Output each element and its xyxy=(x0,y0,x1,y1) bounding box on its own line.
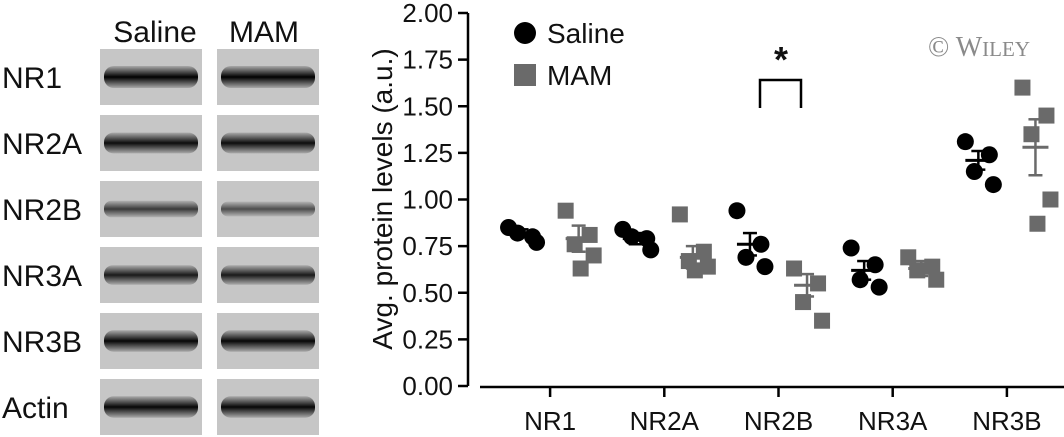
blot-row-label: NR1 xyxy=(2,62,62,95)
data-point-saline xyxy=(737,248,755,266)
data-point-saline xyxy=(528,233,546,251)
data-point-mam xyxy=(572,260,589,277)
blot-rows: NR1 NR2A NR2B NR3A NR3B Actin xyxy=(2,49,319,435)
y-tick-label: 1.25 xyxy=(402,138,453,168)
data-point-mam xyxy=(786,260,803,277)
scatter-plot-panel: Avg. protein levels (a.u.) 0.000.250.500… xyxy=(367,0,1064,436)
blot-band xyxy=(221,201,315,217)
blot-band xyxy=(104,265,198,285)
y-tick-label: 2.00 xyxy=(402,0,453,28)
data-point-mam xyxy=(1023,126,1040,143)
data-point-mam xyxy=(814,312,831,329)
y-tick-label: 0.25 xyxy=(402,324,453,354)
data-point-mam xyxy=(671,206,688,223)
lane-label-mam: MAM xyxy=(229,16,299,49)
data-point-mam xyxy=(695,243,712,260)
data-point-mam xyxy=(1014,79,1031,96)
data-point-mam xyxy=(581,226,598,243)
bracket-line xyxy=(758,78,803,108)
y-axis-label: Avg. protein levels (a.u.) xyxy=(367,48,398,349)
data-point-mam xyxy=(557,202,574,219)
data-point-mam xyxy=(1042,191,1059,208)
legend-label: Saline xyxy=(547,18,625,49)
data-point-mam xyxy=(1038,107,1055,124)
legend: Saline MAM xyxy=(514,18,625,91)
blot-band xyxy=(221,330,315,352)
blot-row-label: NR2A xyxy=(2,128,82,161)
data-point-saline xyxy=(965,163,983,181)
data-point-saline xyxy=(984,176,1002,194)
x-tick-label: NR1 xyxy=(524,406,576,436)
data-point-saline xyxy=(728,202,746,220)
legend-marker-circle xyxy=(514,22,536,44)
blot-band xyxy=(221,396,315,418)
legend-marker-square xyxy=(514,64,536,86)
data-point-mam xyxy=(928,271,945,288)
data-point-saline xyxy=(842,239,860,257)
blot-row-label: NR2B xyxy=(2,194,82,227)
y-tick-label: 1.50 xyxy=(402,91,453,121)
data-point-saline xyxy=(623,228,641,246)
blot-band xyxy=(221,66,315,88)
data-point-saline xyxy=(756,258,774,276)
data-point-mam xyxy=(686,262,703,279)
x-tick-label: NR3B xyxy=(972,406,1041,436)
blot-row-label: NR3B xyxy=(2,326,82,359)
y-tick-label: 1.75 xyxy=(402,45,453,75)
data-point-mam xyxy=(900,249,917,266)
plot-marks xyxy=(500,79,1059,329)
x-tick-label: NR2B xyxy=(744,406,813,436)
y-tick-label: 0.75 xyxy=(402,231,453,261)
blot-row-label: NR3A xyxy=(2,260,82,293)
y-tick-label: 1.00 xyxy=(402,185,453,215)
blot-band xyxy=(104,66,198,88)
significance-star: * xyxy=(774,39,788,80)
x-tick-label: NR3A xyxy=(858,406,928,436)
data-point-mam xyxy=(585,247,602,264)
y-axis: 0.00 0.25 0.50 0.75 1.00 1.25 1.50 1.75 2.00 xyxy=(402,0,470,401)
blot-band xyxy=(221,265,315,285)
significance-bracket: * xyxy=(758,39,803,108)
lane-label-saline: Saline xyxy=(113,16,196,49)
data-point-mam xyxy=(699,258,716,275)
blot-band xyxy=(104,396,198,418)
blot-band xyxy=(221,132,315,154)
data-point-saline xyxy=(870,278,888,296)
data-point-mam xyxy=(810,275,827,292)
data-point-mam xyxy=(1029,215,1046,232)
data-point-mam xyxy=(924,258,941,275)
watermark: © WILEY xyxy=(928,32,1030,63)
y-tick-label: 0.00 xyxy=(402,371,453,401)
blot-band xyxy=(104,330,198,352)
x-axis: NR1 NR2A NR2B NR3A NR3B xyxy=(480,385,1064,436)
data-point-mam xyxy=(795,294,812,311)
legend-label: MAM xyxy=(547,60,612,91)
blot-row-label: Actin xyxy=(2,392,69,425)
x-tick-label: NR2A xyxy=(630,406,700,436)
y-tick-label: 0.50 xyxy=(402,278,453,308)
data-point-saline xyxy=(642,241,660,259)
data-point-saline xyxy=(956,133,974,151)
blot-band xyxy=(104,132,198,154)
blot-band xyxy=(104,200,198,218)
western-blot-panel: Saline MAM NR1 NR2A NR2B NR3A NR3B Actin xyxy=(2,16,319,435)
